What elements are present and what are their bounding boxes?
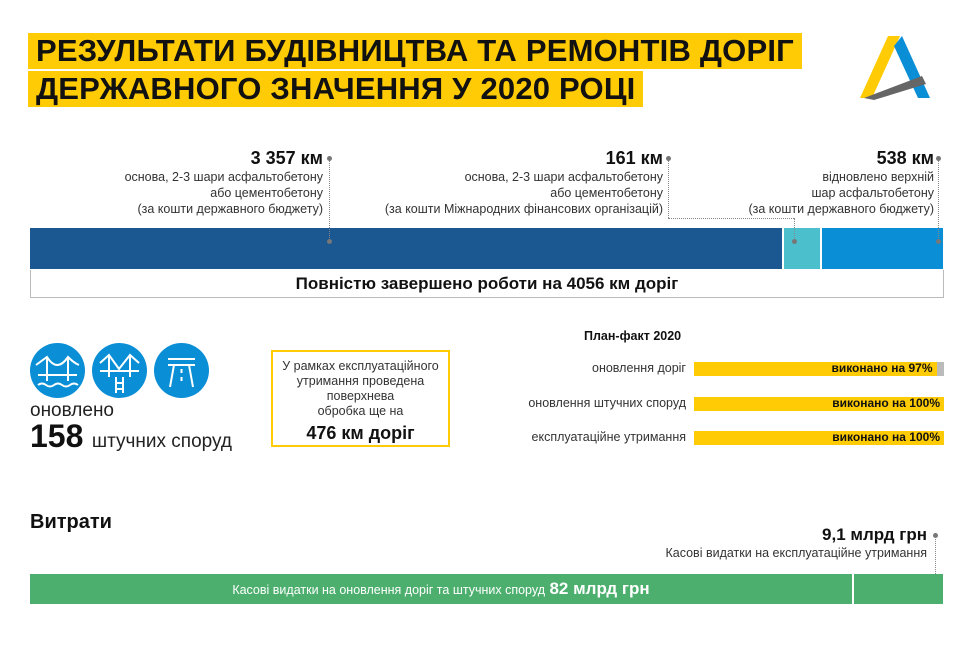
segment-1-desc: або цементобетону	[210, 186, 323, 200]
highway-icon	[154, 343, 209, 398]
maintenance-text: обробка ще на	[317, 404, 404, 418]
segment-1-desc: основа, 2-3 шари асфальтобетону	[124, 170, 323, 184]
overpass-bridge-icon	[92, 343, 147, 398]
segment-1-label: 3 357 км основа, 2-3 шари асфальтобетону…	[125, 148, 323, 217]
expenses-small-caption: Касові видатки на експлуатаційне утриман…	[665, 546, 927, 560]
roads-segment-2	[784, 228, 821, 269]
structures-count: 158 штучних споруд	[30, 418, 232, 455]
plan-fact-label: оновлення штучних споруд	[528, 396, 686, 410]
plan-fact-title: План-факт 2020	[584, 329, 682, 343]
plan-fact-value: виконано на 97%	[831, 361, 933, 375]
plan-fact-value: виконано на 100%	[832, 430, 940, 444]
plan-fact-fill	[694, 431, 944, 445]
expenses-main-value: 82 млрд грн	[549, 579, 650, 598]
expenses-small-bar	[854, 574, 943, 604]
suspension-bridge-icon	[30, 343, 85, 398]
plan-fact-label: експлуатаційне утримання	[531, 430, 686, 444]
segment-2-desc: або цементобетону	[550, 186, 663, 200]
ukravtodor-logo	[860, 36, 930, 100]
expenses-main-bar: Касові видатки на оновлення доріг та шту…	[30, 574, 852, 604]
segment-3-km: 538 км	[876, 148, 934, 168]
total-roads: Повністю завершено роботи на 4056 км дор…	[30, 270, 944, 298]
segment-3-desc: відновлено верхній	[822, 170, 934, 184]
structures-updated-label: оновлено	[30, 400, 114, 421]
expenses-small-value: 9,1 млрд грн	[822, 525, 927, 544]
roads-segment-1	[30, 228, 783, 269]
plan-fact-fill	[694, 397, 944, 411]
segment-1-km: 3 357 км	[250, 148, 323, 168]
expenses-title: Витрати	[30, 511, 112, 533]
maintenance-text: У рамках експлуатаційного	[282, 359, 439, 373]
title-line-1: РЕЗУЛЬТАТИ БУДІВНИЦТВА ТА РЕМОНТІВ ДОРІГ	[28, 33, 802, 69]
plan-fact-bar: виконано на 100%	[694, 396, 944, 411]
segment-3-desc: (за кошти державного бюджету)	[748, 202, 934, 216]
title-line-2: ДЕРЖАВНОГО ЗНАЧЕННЯ У 2020 РОЦІ	[28, 71, 644, 107]
plan-fact-fill	[694, 362, 937, 376]
roads-segment-3	[822, 228, 943, 269]
maintenance-text: поверхнева	[326, 389, 395, 403]
structures-unit: штучних споруд	[91, 431, 232, 452]
structures-count-value: 158	[30, 418, 84, 454]
segment-2-label: 161 км основа, 2-3 шари асфальтобетону а…	[385, 148, 663, 217]
maintenance-box: У рамках експлуатаційного утримання пров…	[271, 350, 450, 447]
plan-fact-bar: виконано на 100%	[694, 430, 944, 445]
segment-3-desc: шар асфальтобетону	[811, 186, 934, 200]
maintenance-value: 476 км доріг	[306, 423, 415, 443]
segment-2-desc: (за кошти Міжнародних фінансових організ…	[384, 202, 663, 216]
segment-2-km: 161 км	[605, 148, 663, 168]
segment-3-label: 538 км відновлено верхній шар асфальтобе…	[748, 148, 934, 217]
expenses-main-caption: Касові видатки на оновлення доріг та шту…	[232, 583, 545, 597]
segment-1-desc: (за кошти державного бюджету)	[137, 202, 323, 216]
segment-2-desc: основа, 2-3 шари асфальтобетону	[464, 170, 663, 184]
maintenance-text: утримання проведена	[296, 374, 425, 388]
plan-fact-value: виконано на 100%	[832, 396, 940, 410]
plan-fact-bar: виконано на 97%	[694, 361, 944, 376]
plan-fact-label: оновлення доріг	[592, 361, 686, 375]
